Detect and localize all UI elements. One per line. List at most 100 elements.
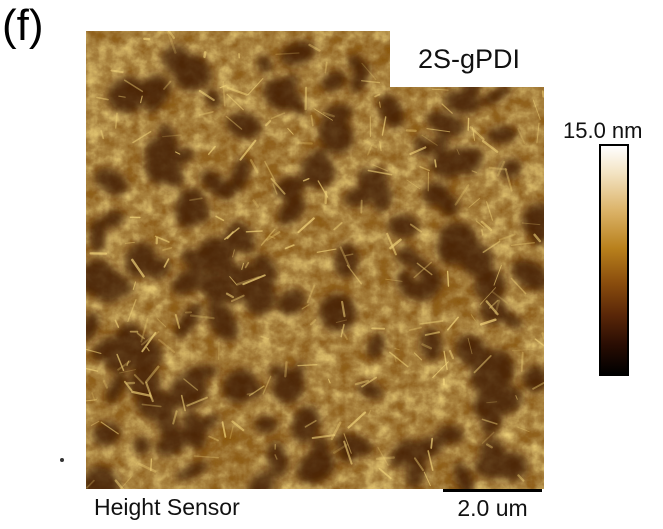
afm-pore xyxy=(229,157,251,193)
afm-fiber xyxy=(448,350,455,360)
afm-fiber xyxy=(421,343,433,350)
afm-fiber xyxy=(389,351,409,368)
afm-fiber xyxy=(270,177,286,195)
afm-fiber xyxy=(140,317,149,343)
afm-fiber xyxy=(175,151,181,155)
afm-fiber xyxy=(119,369,137,374)
afm-fiber xyxy=(304,419,317,428)
afm-fiber xyxy=(247,78,264,95)
height-colorbar xyxy=(599,144,629,376)
afm-fiber xyxy=(229,425,234,440)
afm-fiber xyxy=(324,61,328,74)
afm-fiber xyxy=(306,284,316,304)
afm-fiber xyxy=(193,455,219,459)
afm-fiber xyxy=(126,360,130,367)
afm-fiber xyxy=(264,160,276,182)
afm-pore xyxy=(107,76,148,114)
afm-fiber xyxy=(389,238,402,250)
afm-fiber xyxy=(541,90,544,98)
afm-pore xyxy=(481,403,504,436)
afm-fiber xyxy=(244,261,250,269)
afm-fiber xyxy=(446,270,450,287)
afm-pore xyxy=(522,365,544,392)
afm-fiber xyxy=(385,278,403,282)
afm-fiber xyxy=(476,220,485,228)
afm-pore xyxy=(220,220,245,259)
afm-fiber xyxy=(249,159,259,174)
afm-fiber xyxy=(419,320,444,325)
afm-pore xyxy=(144,149,181,185)
afm-fiber xyxy=(124,241,135,244)
afm-fiber xyxy=(470,314,476,322)
afm-fiber xyxy=(227,86,248,96)
afm-fiber xyxy=(114,319,120,328)
afm-fiber xyxy=(517,474,525,482)
afm-fiber xyxy=(145,381,154,403)
afm-pore xyxy=(333,243,359,278)
afm-fiber xyxy=(480,220,493,232)
afm-fiber xyxy=(118,95,126,98)
afm-pore xyxy=(412,271,443,302)
afm-fiber xyxy=(406,179,421,190)
afm-fiber xyxy=(100,421,119,435)
afm-fiber xyxy=(494,299,501,315)
afm-pore xyxy=(197,273,233,303)
afm-pore xyxy=(92,421,121,447)
afm-fiber xyxy=(491,291,508,304)
afm-fiber xyxy=(90,420,100,426)
afm-fiber xyxy=(521,222,541,226)
afm-fiber xyxy=(156,318,167,328)
afm-fiber xyxy=(481,229,484,236)
afm-fiber xyxy=(114,112,118,129)
afm-fiber xyxy=(145,365,160,383)
afm-pore xyxy=(257,55,273,74)
afm-pore xyxy=(89,218,107,254)
scale-bar xyxy=(443,489,542,492)
afm-fiber xyxy=(361,376,378,388)
image-edge-dot xyxy=(60,458,64,462)
afm-pore xyxy=(248,471,275,489)
afm-pore xyxy=(208,291,224,323)
afm-pore xyxy=(357,167,379,195)
afm-fiber xyxy=(180,394,186,412)
afm-fiber xyxy=(302,177,310,182)
afm-fiber xyxy=(150,458,153,471)
afm-pore xyxy=(480,85,512,106)
afm-pore xyxy=(132,436,151,455)
afm-fiber xyxy=(141,331,160,346)
afm-fiber xyxy=(378,467,392,480)
panel-label: (f) xyxy=(2,1,44,50)
afm-pore xyxy=(145,86,168,113)
afm-fiber xyxy=(167,31,177,54)
afm-fiber xyxy=(333,221,343,231)
afm-fiber xyxy=(219,85,226,89)
afm-pore xyxy=(486,126,518,144)
afm-fiber xyxy=(241,262,245,270)
afm-fiber xyxy=(284,361,288,378)
afm-fiber xyxy=(481,139,499,153)
afm-fiber xyxy=(377,446,389,466)
afm-fiber xyxy=(301,304,310,310)
afm-fiber xyxy=(110,69,124,74)
afm-pore xyxy=(522,203,544,240)
afm-fiber xyxy=(443,350,448,370)
afm-pore xyxy=(455,334,488,368)
afm-fiber xyxy=(340,323,345,338)
afm-fiber xyxy=(100,130,105,140)
afm-fiber xyxy=(139,95,143,104)
afm-pore xyxy=(171,268,207,295)
afm-fiber xyxy=(96,96,109,101)
afm-pore xyxy=(470,359,496,394)
afm-fiber xyxy=(339,246,351,269)
afm-fiber xyxy=(308,43,321,52)
afm-pore xyxy=(252,254,273,275)
afm-pore xyxy=(334,433,374,456)
afm-pore xyxy=(124,343,147,367)
afm-fiber xyxy=(86,348,102,354)
afm-pore xyxy=(147,257,170,280)
afm-fiber xyxy=(456,148,460,155)
afm-fiber xyxy=(245,230,263,233)
afm-fiber xyxy=(86,399,97,402)
afm-fiber xyxy=(284,244,295,250)
afm-fiber xyxy=(510,241,535,247)
